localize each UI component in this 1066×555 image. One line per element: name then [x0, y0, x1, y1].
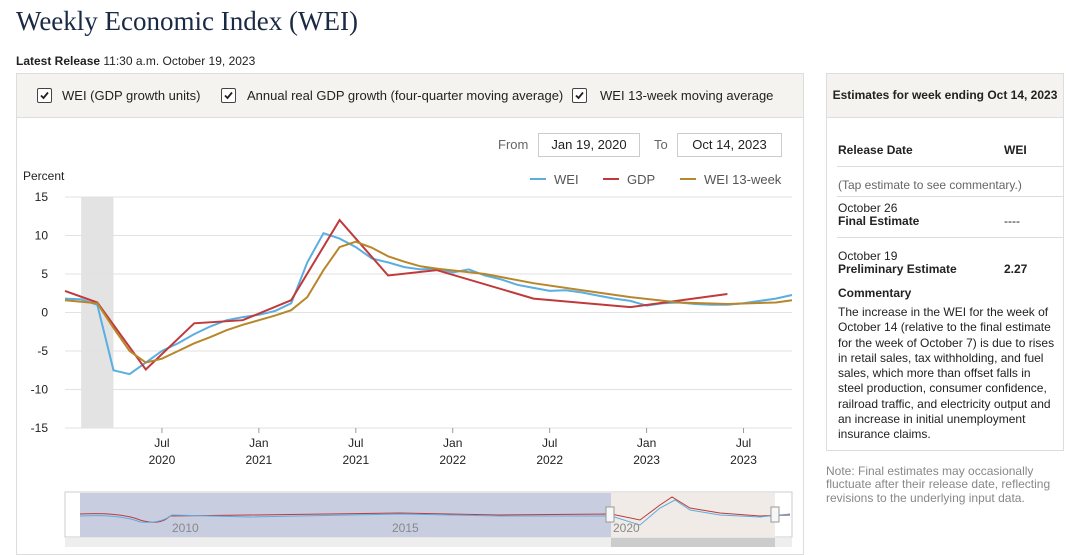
- y-tick-label: 5: [41, 267, 48, 281]
- estimate-value[interactable]: ----: [1004, 214, 1020, 228]
- column-header: WEI: [1004, 143, 1027, 157]
- chart: 15 10 5 0 -5 -10 -15 Percent Jul 2020 Jan 2021 Jul 20…: [23, 169, 793, 547]
- legend-label: GDP: [627, 172, 655, 187]
- checkbox[interactable]: [572, 88, 587, 103]
- column-header: Release Date: [838, 143, 913, 157]
- x-tick-label: Jul: [736, 436, 751, 450]
- release-info: Latest Release 11:30 a.m. October 19, 20…: [16, 54, 255, 68]
- legend-label: WEI 13-week: [704, 172, 782, 187]
- to-date-input[interactable]: Oct 14, 2023: [677, 133, 782, 157]
- x-tick-year: 2023: [730, 453, 757, 467]
- release-date[interactable]: October 26: [838, 201, 898, 215]
- y-tick-label: 15: [35, 190, 49, 204]
- x-tick-label: Jan: [637, 436, 656, 450]
- navigator-handle[interactable]: [770, 506, 780, 523]
- legend-label: WEI: [554, 172, 579, 187]
- commentary-title: Commentary: [838, 286, 912, 300]
- series-line: [64, 231, 793, 376]
- release-label: Latest Release: [16, 54, 101, 68]
- scrollbar-thumb[interactable]: [611, 538, 775, 547]
- y-tick-label: -10: [31, 383, 49, 397]
- separator: [837, 237, 1063, 238]
- series-line: [64, 218, 728, 372]
- hint: (Tap estimate to see commentary.): [838, 178, 1022, 192]
- release-time: 11:30 a.m. October 19, 2023: [103, 54, 256, 68]
- x-tick-label: Jan: [249, 436, 268, 450]
- navigator-label: 2010: [172, 521, 199, 535]
- estimates-panel: [826, 73, 1064, 451]
- estimates-heading: Estimates for week ending Oct 14, 2023: [827, 74, 1063, 118]
- x-tick-year: 2021: [246, 453, 273, 467]
- y-tick-label: -5: [37, 344, 48, 358]
- x-tick-year: 2023: [633, 453, 660, 467]
- navigator: 2010 2015 2020: [64, 491, 793, 547]
- checkbox-label[interactable]: Annual real GDP growth (four-quarter mov…: [247, 88, 564, 103]
- scrollbar[interactable]: [65, 538, 792, 547]
- footnote: Note: Final estimates may occasionally f…: [826, 464, 1051, 505]
- x-tick-year: 2022: [439, 453, 466, 467]
- estimate-value[interactable]: 2.27: [1004, 262, 1028, 276]
- x-tick-label: Jul: [348, 436, 363, 450]
- navigator-label: 2015: [392, 521, 419, 535]
- navigator-handle[interactable]: [605, 506, 615, 523]
- x-tick-label: Jul: [154, 436, 169, 450]
- x-tick-label: Jul: [542, 436, 557, 450]
- y-tick-label: 10: [35, 229, 49, 243]
- x-tick-year: 2021: [342, 453, 369, 467]
- checkbox-label[interactable]: WEI 13-week moving average: [600, 88, 774, 103]
- series-toggles: WEI (GDP growth units) Annual real GDP g…: [17, 74, 803, 118]
- separator: [837, 196, 1063, 197]
- x-tick-year: 2020: [149, 453, 176, 467]
- y-tick-label: 0: [41, 306, 48, 320]
- estimate-kind[interactable]: Preliminary Estimate: [838, 262, 957, 276]
- from-label: From: [498, 137, 529, 152]
- checkbox[interactable]: [221, 88, 236, 103]
- navigator-line: [79, 499, 791, 526]
- x-tick-year: 2022: [536, 453, 563, 467]
- from-date-input[interactable]: Jan 19, 2020: [538, 133, 640, 157]
- estimate-kind[interactable]: Final Estimate: [838, 214, 920, 228]
- release-date[interactable]: October 19: [838, 249, 898, 263]
- commentary: The increase in the WEI for the week of …: [838, 305, 1055, 442]
- y-tick-label: -15: [31, 421, 49, 435]
- separator: [837, 166, 1063, 167]
- series-line: [64, 240, 793, 364]
- to-label: To: [654, 137, 668, 152]
- x-tick-label: Jan: [443, 436, 462, 450]
- y-axis-label: Percent: [23, 169, 65, 183]
- checkbox-label[interactable]: WEI (GDP growth units): [62, 88, 201, 103]
- checkbox[interactable]: [37, 88, 52, 103]
- page-title: Weekly Economic Index (WEI): [16, 6, 358, 36]
- navigator-label: 2020: [613, 521, 640, 535]
- navigator-line: [79, 496, 791, 523]
